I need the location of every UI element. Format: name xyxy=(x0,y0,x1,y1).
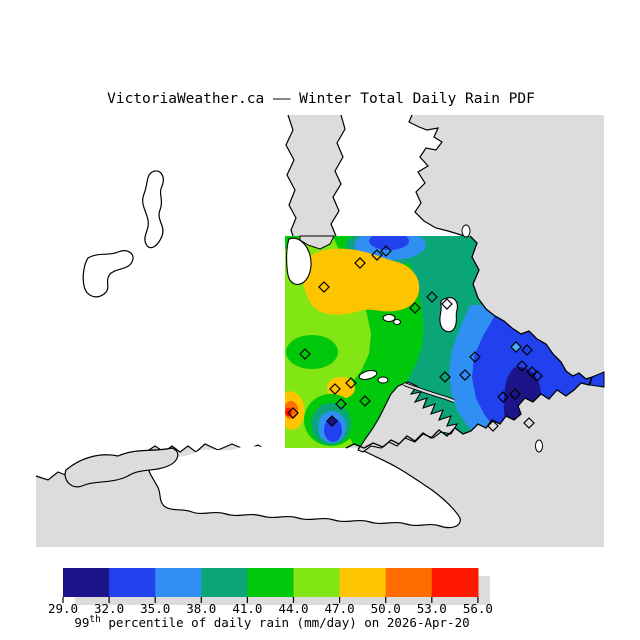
south-land-coastline xyxy=(148,447,461,529)
station-diamond-marker xyxy=(521,344,533,356)
victoria-coastline xyxy=(345,235,594,449)
colorbar-ticks xyxy=(62,597,479,603)
station-diamond-marker xyxy=(326,415,338,427)
harbour-islet xyxy=(377,376,389,384)
colorbar-tick-label: 53.0 xyxy=(417,601,447,616)
colorbar-tick-labels: 29.0 32.0 35.0 38.0 41.0 44.0 47.0 50.0 53.0 56.0 xyxy=(48,601,493,616)
station-diamond-marker xyxy=(371,249,383,261)
colorbar-segments xyxy=(63,568,479,597)
colorbar-tick-label: 41.0 xyxy=(232,601,262,616)
chart-title: VictoriaWeather.ca —— Winter Total Daily… xyxy=(107,91,535,107)
colorbar-caption: 99th percentile of daily rain (mm/day) o… xyxy=(74,614,469,630)
station-diamond-marker xyxy=(441,298,453,310)
station-diamond-marker xyxy=(516,360,528,372)
contour-fill-47-50-blob xyxy=(302,248,420,315)
colorbar-tick-label: 50.0 xyxy=(371,601,401,616)
colorbar-segment xyxy=(293,568,341,597)
station-diamond-marker xyxy=(526,366,538,378)
station-diamond-marker xyxy=(487,420,499,432)
colorbar-tick-label: 56.0 xyxy=(463,601,493,616)
malahat-land-spur xyxy=(286,237,312,285)
contour-green-blob xyxy=(286,335,338,369)
colorbar-tick-label: 29.0 xyxy=(48,601,78,616)
harbour-island xyxy=(358,370,378,380)
station-diamond-marker xyxy=(531,370,543,382)
contour-top-blob-blue-core xyxy=(369,236,409,250)
station-diamond-marker xyxy=(439,371,451,383)
station-diamond-marker xyxy=(510,341,522,353)
colorbar-segment xyxy=(431,568,479,597)
colorbar-segment xyxy=(339,568,387,597)
peninsula-land xyxy=(331,115,464,236)
station-diamond-marker xyxy=(523,417,535,429)
lake-outline-north xyxy=(142,170,164,249)
station-diamond-marker xyxy=(426,291,438,303)
east-sooke-outline xyxy=(64,447,179,488)
west-land xyxy=(36,115,296,480)
station-diamond-marker xyxy=(459,369,471,381)
small-lake-outline xyxy=(393,319,401,325)
colorbar-segment xyxy=(385,568,433,597)
station-diamond-marker xyxy=(318,281,330,293)
colorbar-tick-label: 44.0 xyxy=(278,601,308,616)
south-land xyxy=(148,446,461,528)
coastal-islet-north xyxy=(461,224,471,238)
station-diamond-marker xyxy=(469,351,481,363)
colorbar-tick-label: 47.0 xyxy=(325,601,355,616)
station-diamond-marker xyxy=(497,391,509,403)
station-diamond-marker xyxy=(509,388,521,400)
colorbar-segment xyxy=(63,568,110,597)
colorbar-segment xyxy=(109,568,156,597)
colorbar-segment xyxy=(201,568,248,597)
colorbar-segment xyxy=(247,568,295,597)
station-diamond-marker xyxy=(299,348,311,360)
colorbar-segment xyxy=(155,568,202,597)
colorbar: 29.0 32.0 35.0 38.0 41.0 44.0 47.0 50.0 53.0 56.0… xyxy=(48,568,493,630)
colorbar-tick-label: 32.0 xyxy=(94,601,124,616)
station-diamond-marker xyxy=(354,257,366,269)
station-diamond-marker xyxy=(345,377,357,389)
station-diamond-marker xyxy=(409,302,421,314)
station-diamond-marker xyxy=(359,395,371,407)
station-diamond-marker xyxy=(287,407,299,419)
station-diamond-marker xyxy=(380,245,392,257)
station-diamond-marker xyxy=(329,383,341,395)
peninsula-coastline xyxy=(330,114,465,237)
lake-outline-south xyxy=(82,250,134,298)
gorge-channel-water xyxy=(403,382,455,403)
colorbar-tick-label: 38.0 xyxy=(186,601,216,616)
colorbar-tick-label: 35.0 xyxy=(140,601,170,616)
station-diamond-marker xyxy=(335,398,347,410)
west-land-coastline xyxy=(285,114,297,237)
thetis-lake-outline xyxy=(382,314,396,322)
bullseye-blue-core xyxy=(324,418,342,442)
trial-islet-south xyxy=(535,439,543,453)
station-markers xyxy=(287,245,543,432)
